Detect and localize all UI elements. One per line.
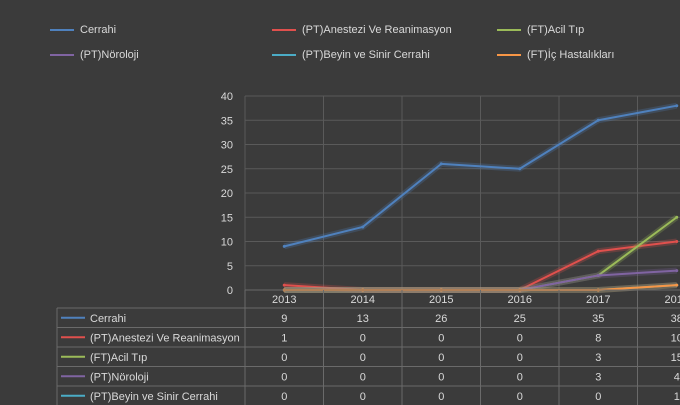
legend-item: (FT)Acil Tıp [497, 24, 584, 36]
legend-swatch [272, 54, 296, 56]
data-label: 25 [514, 313, 526, 325]
y-tick-label: 40 [221, 91, 233, 103]
y-tick-label: 25 [221, 164, 233, 176]
legend-label: Cerrahi [80, 24, 117, 36]
table-row-label: (PT)Beyin ve Sinir Cerrahi [90, 391, 218, 403]
data-point [675, 269, 679, 273]
data-label: 38 [671, 313, 680, 325]
legend-swatch [497, 29, 521, 31]
data-label: 0 [595, 391, 601, 403]
y-tick-label: 20 [221, 188, 233, 200]
data-label: 10 [671, 332, 680, 344]
legend-item: (PT)Nöroloji [50, 49, 139, 61]
data-label: 0 [517, 332, 523, 344]
data-point [675, 283, 679, 287]
data-label: 0 [360, 391, 366, 403]
series-line [284, 104, 677, 248]
y-tick-label: 10 [221, 237, 233, 249]
legend-item: (PT)Anestezi Ve Reanimasyon [272, 24, 452, 36]
data-point [596, 273, 600, 277]
data-label: 13 [357, 313, 369, 325]
data-point [675, 215, 679, 219]
data-label: 0 [438, 371, 444, 383]
legend-swatch [50, 29, 74, 31]
legend-swatch [272, 29, 296, 31]
legend-swatch [50, 54, 74, 56]
data-label: 0 [360, 371, 366, 383]
data-label: 26 [435, 313, 447, 325]
data-label: 1 [281, 332, 287, 344]
y-tick-label: 5 [227, 261, 233, 273]
x-tick-label: 2014 [351, 294, 375, 306]
data-point [596, 118, 600, 122]
legend-item: (FT)İç Hastalıkları [497, 49, 614, 61]
table-row-label: Cerrahi [90, 313, 126, 325]
data-label: 0 [438, 391, 444, 403]
data-label: 0 [517, 391, 523, 403]
data-label: 0 [281, 371, 287, 383]
legend-label: (FT)Acil Tıp [527, 24, 585, 36]
legend-item: (PT)Beyin ve Sinir Cerrahi [272, 49, 430, 61]
data-label: 0 [281, 391, 287, 403]
data-point [596, 249, 600, 253]
legend-label: (PT)Beyin ve Sinir Cerrahi [302, 49, 430, 61]
data-label: 0 [281, 352, 287, 364]
data-label: 0 [360, 352, 366, 364]
y-tick-label: 0 [227, 285, 233, 297]
data-label: 8 [595, 332, 601, 344]
y-tick-label: 30 [221, 140, 233, 152]
table-row-label: (PT)Anestezi Ve Reanimasyon [90, 332, 240, 344]
legend-item: Cerrahi [50, 24, 116, 36]
data-label: 3 [595, 352, 601, 364]
legend: Cerrahi (PT)Anestezi Ve Reanimasyon (FT)Ac… [0, 22, 680, 72]
data-label: 0 [517, 352, 523, 364]
y-tick-label: 15 [221, 212, 233, 224]
data-label: 0 [517, 371, 523, 383]
x-tick-label: 2016 [508, 294, 532, 306]
data-label: 15 [671, 352, 680, 364]
data-point [518, 167, 522, 171]
data-label: 0 [438, 332, 444, 344]
data-label: 1 [674, 391, 680, 403]
data-label: 3 [595, 371, 601, 383]
table-row-label: (PT)Nöroloji [90, 371, 149, 383]
data-point [282, 244, 286, 248]
data-point [361, 225, 365, 229]
legend-label: (PT)Anestezi Ve Reanimasyon [302, 24, 452, 36]
x-tick-label: 2017 [586, 294, 610, 306]
legend-swatch [497, 54, 521, 56]
x-tick-label: 2013 [272, 294, 296, 306]
y-tick-label: 35 [221, 115, 233, 127]
data-label: 4 [674, 371, 680, 383]
data-label: 35 [592, 313, 604, 325]
data-point [675, 240, 679, 243]
data-label: 0 [438, 352, 444, 364]
x-tick-label: 2018 [665, 294, 680, 306]
legend-label: (FT)İç Hastalıkları [527, 49, 615, 61]
data-point [675, 104, 679, 108]
x-tick-label: 2015 [429, 294, 453, 306]
table-row-label: (FT)Acil Tıp [90, 352, 147, 364]
data-label: 9 [281, 313, 287, 325]
legend-label: (PT)Nöroloji [80, 49, 139, 61]
data-point [439, 162, 443, 166]
data-label: 0 [360, 332, 366, 344]
data-point [282, 283, 286, 287]
